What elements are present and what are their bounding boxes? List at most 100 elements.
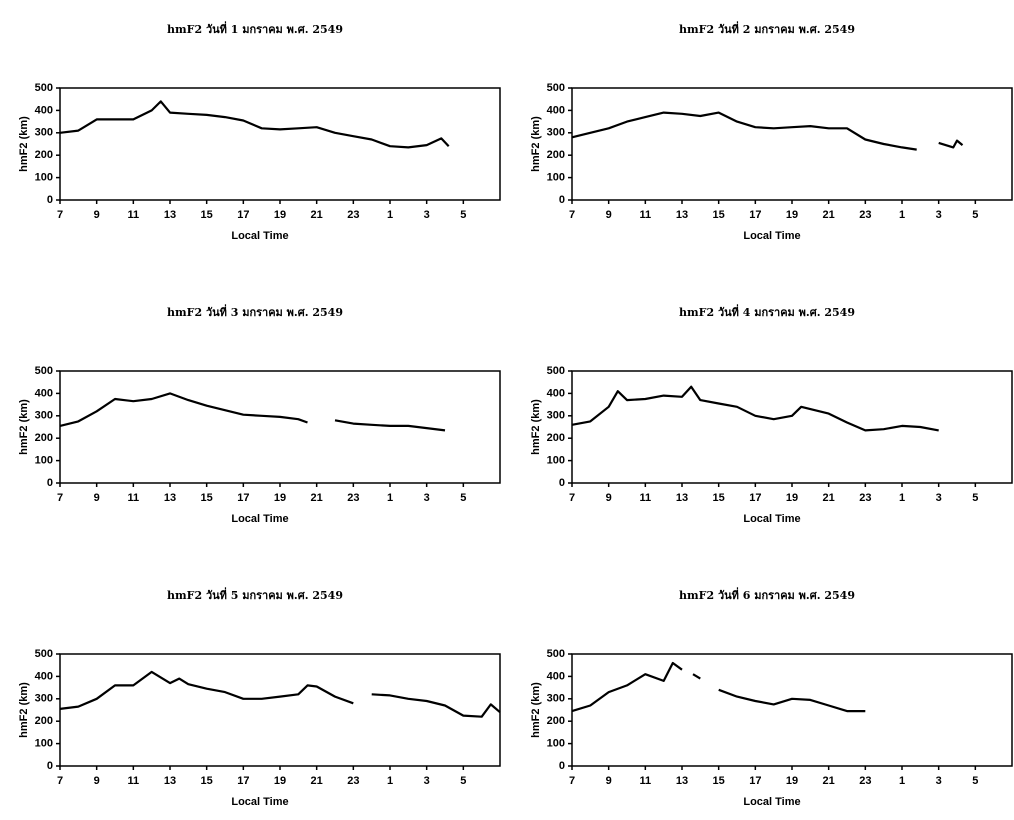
- x-tick-label: 15: [201, 209, 213, 221]
- x-tick-label: 13: [164, 492, 176, 504]
- plot-frame: [59, 653, 501, 767]
- y-tick-label: 500: [35, 82, 53, 94]
- y-tick-label: 0: [47, 760, 53, 772]
- y-tick-label: 300: [35, 693, 53, 705]
- y-tick-label: 400: [547, 387, 565, 399]
- x-tick-label: 15: [713, 492, 725, 504]
- x-tick-label: 5: [972, 775, 978, 787]
- x-tick-label: 3: [424, 492, 430, 504]
- y-tick-label: 0: [47, 194, 53, 206]
- y-axis-label: hmF2 (km): [18, 682, 30, 738]
- x-tick-label: 7: [57, 492, 63, 504]
- y-tick-label: 200: [35, 715, 53, 727]
- y-tick-label: 400: [547, 104, 565, 116]
- x-tick-label: 19: [786, 209, 798, 221]
- chart-title: hmF2 วันที่ 2 มกราคม พ.ศ. 2549: [679, 21, 855, 36]
- y-axis-label: hmF2 (km): [530, 399, 542, 455]
- x-tick-label: 9: [94, 775, 100, 787]
- x-tick-label: 3: [424, 775, 430, 787]
- y-axis-label: hmF2 (km): [530, 116, 542, 172]
- x-tick-label: 1: [387, 775, 393, 787]
- y-tick-label: 0: [559, 477, 565, 489]
- x-tick-label: 7: [57, 209, 63, 221]
- x-tick-label: 11: [128, 492, 140, 504]
- x-tick-label: 17: [237, 492, 249, 504]
- chart-title: hmF2 วันที่ 6 มกราคม พ.ศ. 2549: [679, 587, 855, 602]
- x-tick-label: 17: [749, 775, 761, 787]
- x-tick-label: 11: [640, 209, 652, 221]
- x-tick-label: 3: [936, 492, 942, 504]
- x-tick-label: 23: [859, 209, 871, 221]
- x-tick-label: 1: [899, 775, 905, 787]
- x-tick-label: 21: [823, 775, 835, 787]
- y-tick-label: 100: [547, 738, 565, 750]
- x-axis-label: Local Time: [231, 513, 288, 525]
- x-tick-label: 21: [311, 775, 323, 787]
- x-tick-label: 13: [164, 209, 176, 221]
- x-tick-label: 9: [606, 209, 612, 221]
- x-tick-label: 11: [128, 209, 140, 221]
- x-tick-label: 1: [899, 209, 905, 221]
- x-axis-label: Local Time: [231, 796, 288, 808]
- x-tick-label: 5: [460, 775, 466, 787]
- y-tick-label: 500: [547, 648, 565, 660]
- y-tick-label: 100: [547, 455, 565, 467]
- y-tick-label: 100: [547, 172, 565, 184]
- x-tick-label: 15: [201, 492, 213, 504]
- y-tick-label: 500: [35, 648, 53, 660]
- x-tick-label: 21: [311, 209, 323, 221]
- x-tick-label: 21: [311, 492, 323, 504]
- x-tick-label: 3: [936, 209, 942, 221]
- x-tick-label: 1: [899, 492, 905, 504]
- data-line: [59, 392, 446, 432]
- x-tick-label: 7: [569, 492, 575, 504]
- y-tick-label: 0: [559, 760, 565, 772]
- y-tick-label: 300: [35, 410, 53, 422]
- chart-title: hmF2 วันที่ 1 มกราคม พ.ศ. 2549: [167, 21, 343, 36]
- y-tick-label: 400: [35, 104, 53, 116]
- x-tick-label: 3: [936, 775, 942, 787]
- x-tick-label: 19: [786, 492, 798, 504]
- x-tick-label: 17: [749, 209, 761, 221]
- x-tick-label: 5: [972, 209, 978, 221]
- x-tick-label: 15: [713, 209, 725, 221]
- data-line: [571, 385, 939, 432]
- x-tick-label: 13: [676, 209, 688, 221]
- x-tick-label: 17: [237, 775, 249, 787]
- x-tick-label: 5: [972, 492, 978, 504]
- y-tick-label: 300: [547, 127, 565, 139]
- y-tick-label: 200: [547, 149, 565, 161]
- x-tick-label: 11: [640, 775, 652, 787]
- y-tick-label: 100: [35, 455, 53, 467]
- x-tick-label: 9: [606, 775, 612, 787]
- x-tick-label: 15: [713, 775, 725, 787]
- data-line: [59, 100, 450, 149]
- x-tick-label: 5: [460, 492, 466, 504]
- y-tick-label: 300: [547, 410, 565, 422]
- x-tick-label: 23: [859, 492, 871, 504]
- x-tick-label: 5: [460, 209, 466, 221]
- x-tick-label: 9: [94, 209, 100, 221]
- plot-frame: [59, 87, 501, 201]
- y-axis-label: hmF2 (km): [18, 116, 30, 172]
- x-axis-label: Local Time: [231, 230, 288, 242]
- y-tick-label: 400: [35, 670, 53, 682]
- y-tick-label: 200: [547, 715, 565, 727]
- x-tick-label: 7: [569, 775, 575, 787]
- x-axis-label: Local Time: [743, 796, 800, 808]
- x-tick-label: 9: [94, 492, 100, 504]
- x-tick-label: 9: [606, 492, 612, 504]
- y-tick-label: 500: [35, 365, 53, 377]
- data-line: [59, 670, 501, 718]
- x-tick-label: 11: [640, 492, 652, 504]
- y-tick-label: 500: [547, 82, 565, 94]
- y-tick-label: 500: [547, 365, 565, 377]
- x-tick-label: 7: [569, 209, 575, 221]
- x-tick-label: 11: [128, 775, 140, 787]
- x-tick-label: 1: [387, 209, 393, 221]
- x-tick-label: 23: [347, 775, 359, 787]
- y-axis-label: hmF2 (km): [530, 682, 542, 738]
- x-tick-label: 17: [749, 492, 761, 504]
- y-tick-label: 300: [547, 693, 565, 705]
